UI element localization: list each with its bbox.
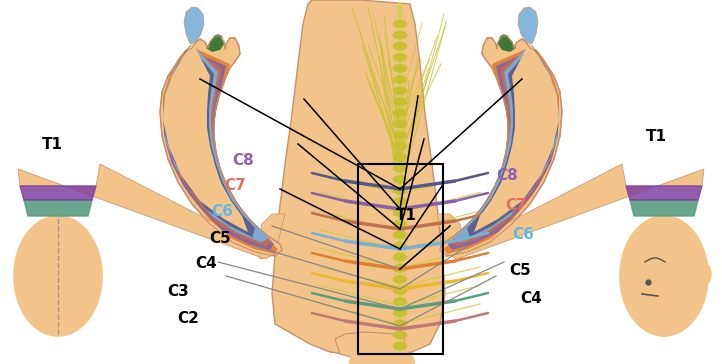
- Ellipse shape: [393, 164, 407, 172]
- Ellipse shape: [393, 253, 407, 261]
- Ellipse shape: [393, 175, 407, 183]
- Polygon shape: [164, 45, 255, 238]
- Ellipse shape: [393, 320, 407, 328]
- Polygon shape: [474, 43, 559, 232]
- Ellipse shape: [14, 216, 102, 336]
- Polygon shape: [258, 214, 285, 259]
- Polygon shape: [630, 200, 698, 216]
- Ellipse shape: [393, 298, 407, 306]
- Polygon shape: [20, 186, 96, 200]
- Text: T1: T1: [396, 208, 417, 223]
- Text: C4: C4: [195, 256, 217, 272]
- Polygon shape: [184, 7, 204, 44]
- Text: C7: C7: [505, 198, 527, 213]
- Text: T1: T1: [42, 137, 63, 153]
- Ellipse shape: [393, 75, 407, 83]
- Ellipse shape: [393, 231, 407, 239]
- Ellipse shape: [393, 87, 407, 95]
- Ellipse shape: [620, 216, 708, 336]
- Polygon shape: [335, 332, 405, 360]
- Polygon shape: [447, 164, 704, 259]
- Ellipse shape: [393, 220, 407, 228]
- Polygon shape: [18, 164, 275, 259]
- Ellipse shape: [393, 286, 407, 294]
- Text: C5: C5: [209, 231, 231, 246]
- Text: C2: C2: [177, 311, 199, 326]
- Text: C7: C7: [224, 178, 245, 193]
- Polygon shape: [450, 46, 559, 246]
- Ellipse shape: [701, 264, 711, 284]
- Text: C6: C6: [211, 204, 232, 219]
- Text: C5: C5: [509, 262, 531, 278]
- Ellipse shape: [393, 42, 407, 50]
- Text: C8: C8: [497, 168, 518, 183]
- Ellipse shape: [393, 342, 407, 350]
- Ellipse shape: [349, 344, 414, 364]
- Ellipse shape: [393, 120, 407, 128]
- Ellipse shape: [393, 53, 407, 61]
- Ellipse shape: [393, 276, 407, 284]
- Bar: [358, 164, 443, 354]
- Ellipse shape: [393, 31, 407, 39]
- Polygon shape: [163, 44, 269, 242]
- Polygon shape: [626, 186, 702, 200]
- Polygon shape: [163, 43, 248, 232]
- Polygon shape: [272, 0, 445, 356]
- Text: C3: C3: [168, 284, 189, 299]
- Text: C6: C6: [513, 227, 534, 242]
- Ellipse shape: [393, 242, 407, 250]
- Text: T1: T1: [646, 129, 667, 144]
- Ellipse shape: [393, 20, 407, 28]
- Ellipse shape: [393, 187, 407, 194]
- Polygon shape: [440, 36, 562, 256]
- Polygon shape: [206, 34, 224, 52]
- Ellipse shape: [393, 264, 407, 272]
- Ellipse shape: [393, 309, 407, 317]
- Ellipse shape: [393, 142, 407, 150]
- Ellipse shape: [393, 131, 407, 139]
- Ellipse shape: [393, 331, 407, 339]
- Polygon shape: [467, 45, 558, 238]
- Text: C8: C8: [232, 153, 254, 168]
- Ellipse shape: [393, 153, 407, 161]
- Ellipse shape: [393, 109, 407, 117]
- Polygon shape: [498, 34, 516, 52]
- Polygon shape: [164, 49, 274, 250]
- Polygon shape: [448, 49, 558, 250]
- Polygon shape: [160, 36, 282, 256]
- Text: C4: C4: [520, 291, 542, 306]
- Polygon shape: [444, 47, 559, 254]
- Polygon shape: [453, 44, 559, 242]
- Ellipse shape: [393, 98, 407, 106]
- Polygon shape: [163, 46, 272, 246]
- Ellipse shape: [393, 209, 407, 217]
- Polygon shape: [24, 200, 92, 216]
- Polygon shape: [518, 7, 538, 44]
- Ellipse shape: [393, 64, 407, 72]
- Polygon shape: [437, 214, 464, 259]
- Ellipse shape: [393, 198, 407, 206]
- Polygon shape: [163, 47, 278, 254]
